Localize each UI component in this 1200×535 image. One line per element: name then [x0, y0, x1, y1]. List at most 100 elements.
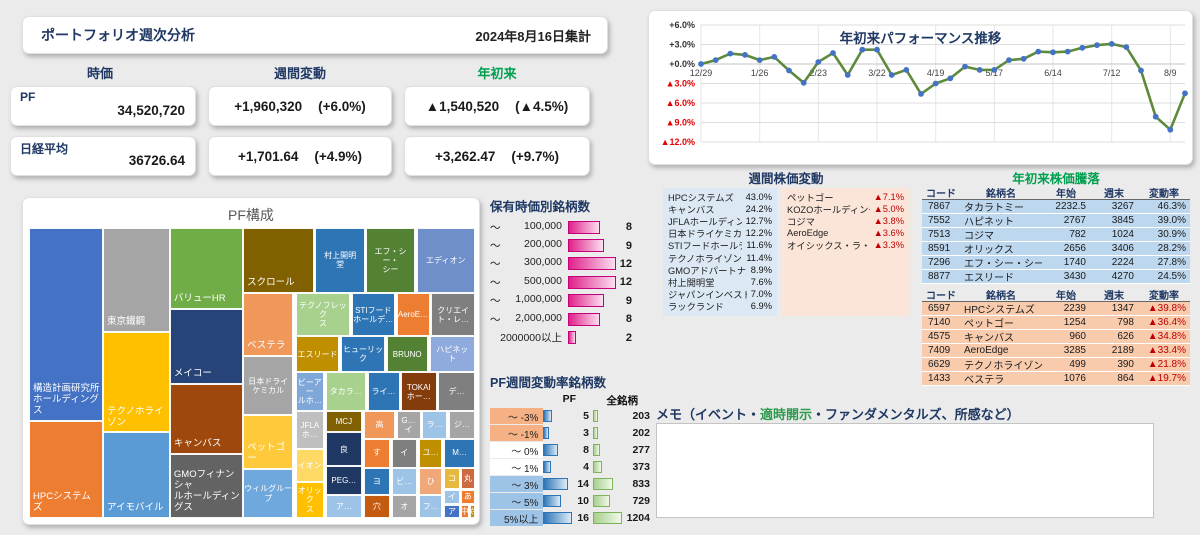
treemap-cell: アイモバイル [103, 432, 170, 518]
treemap-cell: ウィルグルー プ [243, 469, 294, 518]
treemap-cell: スクロール [243, 228, 314, 293]
svg-text:+0.0%: +0.0% [669, 59, 695, 69]
svg-text:1/26: 1/26 [751, 68, 769, 78]
report-date: 2024年8月16日集計 [475, 28, 591, 44]
weekly-gainers-list: HPCシステムズ43.0%キャンバス24.2%JFLAホールディングス12.7%… [663, 188, 777, 316]
treemap-cell: メイコー [169, 308, 244, 384]
pf-ytd-change-pct: (▲4.5%) [515, 98, 569, 114]
pf-weekly-change: +1,960,320 [234, 98, 303, 114]
weekly-losers-list: ペットゴー▲7.1%KOZOホールディングス▲5.0%コジマ▲3.8%AeroE… [782, 188, 909, 316]
holdings-bar [568, 220, 600, 234]
pf-ytd-change: ▲1,540,520 [425, 98, 500, 114]
header-card: ポートフォリオ週次分析 2024年8月16日集計 [22, 16, 608, 54]
treemap-cell: PEG… [325, 466, 363, 495]
svg-text:12/29: 12/29 [690, 68, 713, 78]
treemap-cell: MCJ [325, 411, 363, 433]
treemap-cell: ビ… [391, 467, 418, 495]
treemap-cell: イ [444, 489, 460, 505]
treemap-cell: キャンバス [169, 384, 244, 455]
ytd-performance-line-chart: +6.0% +3.0% +0.0% ▲3.0% ▲6.0% ▲9.0% ▲12.0% 12/2… [661, 20, 1188, 147]
nikkei-ytd-change-pct: (+9.7%) [511, 148, 560, 164]
treemap-cell: イオン [295, 448, 324, 483]
holdings-row: ～ 500,000 12 [490, 274, 632, 289]
treemap-cell: ひ [418, 467, 443, 495]
dist-all-bar [593, 495, 611, 507]
memo-title: メモ（イベント・適時開示・ファンダメンタルズ、所感など） [656, 407, 1020, 422]
svg-text:7/12: 7/12 [1103, 68, 1121, 78]
treemap-cell: フ… [418, 494, 443, 518]
pf-weekly-change-card: +1,960,320 (+6.0%) [208, 86, 392, 126]
mover-row: ペットゴー ▲7.1% [787, 192, 904, 204]
treemap-cell: エスリード [295, 336, 340, 373]
holdings-row: 2000000以上 2 [500, 331, 632, 345]
treemap-cell: す [363, 438, 390, 468]
mover-row: ジャパンインベストメン7.0% [668, 288, 772, 300]
holdings-row: ～ 2,000,000 8 [490, 311, 632, 326]
holdings-count: 9 [625, 294, 632, 307]
treemap-cell: ヨ [363, 467, 390, 495]
treemap-cell: エディオン [416, 228, 475, 293]
pf-composition-card: PF構成 構造計画研究所 ホールディングス HPCシステムズ 東京鐵鋼 テクノホライゾ… [22, 197, 480, 525]
treemap-cell: 良 [325, 432, 363, 467]
holdings-count: 9 [625, 239, 632, 252]
holdings-count: 8 [625, 313, 632, 326]
holdings-by-value-chart: ～ 100,000 8 ～ 200,000 9 ～ 300,000 12 ～ 500,000 12 ～ 1… [490, 218, 632, 347]
treemap-cell: 中 [460, 504, 469, 518]
nikkei-weekly-change: +1,701.64 [237, 148, 299, 164]
svg-text:5/17: 5/17 [986, 68, 1004, 78]
treemap-cell: ア… [325, 494, 363, 518]
nikkei-label: 日経平均 [20, 142, 69, 156]
treemap-cell: オ [391, 494, 418, 518]
mover-row: 日本ドライケミカル12.2% [668, 228, 772, 240]
holdings-count: 12 [619, 257, 632, 270]
svg-text:4/19: 4/19 [927, 68, 945, 78]
treemap-cell: コ [444, 467, 460, 489]
mover-row: コジマ ▲3.8% [787, 216, 904, 228]
treemap-cell: や [469, 504, 475, 518]
pf-market-value: 34,520,720 [117, 102, 185, 118]
dist-row: ～ 1% 4 373 [490, 459, 650, 475]
treemap-cell: ジ… [448, 411, 475, 439]
svg-text:+3.0%: +3.0% [669, 40, 695, 50]
treemap-cell: 構造計画研究所 ホールディングス [29, 228, 104, 421]
col-header-market-value: 時価 [86, 66, 113, 81]
holdings-bar [568, 294, 604, 308]
treemap-cell: TOKAI ホー… [400, 372, 437, 412]
pf-composition-treemap: 構造計画研究所 ホールディングス HPCシステムズ 東京鐵鋼 テクノホライゾン アイモバ… [29, 228, 475, 518]
ytd-gainers-table: コード 銘柄名 年始 週末 変動率 7867 タカラトミー 2232.5 3267 46.3% 75… [922, 186, 1190, 284]
table-row: 6629 テクノホライゾン 499 390 ▲21.8% [922, 358, 1190, 372]
holdings-row: ～ 1,000,000 9 [490, 293, 632, 308]
nikkei-value: 36726.64 [128, 152, 185, 168]
mover-row: ラックランド 6.9% [668, 300, 772, 312]
table-row: 8877 エスリード 3430 4270 24.5% [922, 270, 1190, 284]
dist-chart-header: PF 全銘柄 [490, 393, 650, 408]
treemap-cell: 高 [363, 411, 396, 439]
dist-row: ～ 5% 10 729 [490, 493, 650, 509]
treemap-cell: ベステラ [243, 292, 294, 357]
treemap-cell: ライ… [367, 372, 400, 412]
dist-col-pf: PF [562, 393, 576, 405]
mover-row: KOZOホールディングス▲5.0% [787, 204, 904, 216]
table-row: 4575 キャンバス 960 626 ▲34.8% [922, 330, 1190, 344]
mover-row: GMOアドパートナーズ8.9% [668, 264, 772, 276]
treemap-cell: HPCシステムズ [29, 420, 104, 518]
treemap-cell: イ [391, 438, 418, 468]
table-header-row: コード 銘柄名 年始 週末 変動率 [922, 288, 1190, 302]
treemap-cell: ア [444, 504, 460, 518]
treemap-cell: 穴 [363, 494, 390, 518]
memo-title-green: 適時開示 [760, 407, 813, 422]
pf-market-value-card: PF 34,520,720 [10, 86, 196, 126]
pf-ytd-change-card: ▲1,540,520 (▲4.5%) [404, 86, 590, 126]
treemap-cell: オリック ス [295, 482, 324, 518]
table-row: 7552 ハピネット 2767 3845 39.0% [922, 214, 1190, 228]
ytd-performance-card: 年初来パフォーマンス推移 +6.0% +3.0% +0.0% ▲3.0% ▲6.0% ▲9… [648, 10, 1193, 165]
treemap-cell: 東京鐵鋼 [103, 228, 170, 333]
dist-pf-bar [543, 495, 562, 507]
treemap-title: PF構成 [228, 207, 274, 223]
treemap-cell: あ [460, 489, 475, 505]
dist-all-bar [593, 410, 598, 422]
mover-row: JFLAホールディングス12.7% [668, 216, 772, 228]
treemap-cell: AeroE… [396, 292, 430, 337]
memo-input[interactable] [656, 423, 1154, 518]
